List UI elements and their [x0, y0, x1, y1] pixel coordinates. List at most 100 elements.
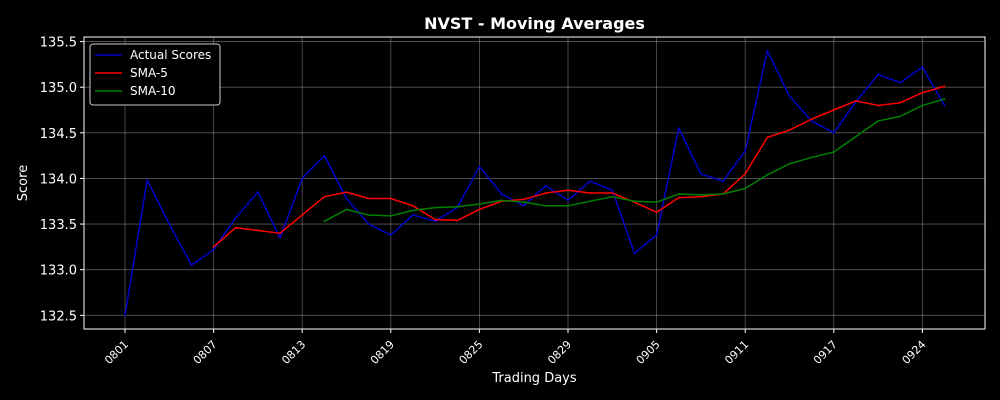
data-point [544, 184, 547, 187]
data-point [589, 192, 592, 194]
data-point [190, 264, 193, 267]
data-point [279, 232, 281, 235]
data-point [434, 218, 436, 221]
data-point [389, 234, 392, 236]
data-point [522, 198, 525, 201]
data-point [257, 191, 259, 194]
data-point [434, 220, 436, 223]
data-point [367, 214, 370, 216]
data-point [567, 189, 569, 192]
data-point [212, 248, 215, 251]
data-point [877, 73, 879, 76]
data-point [323, 220, 326, 223]
data-point [877, 120, 879, 122]
grid [84, 37, 985, 329]
data-point [788, 95, 791, 98]
data-point [500, 193, 503, 195]
data-point [412, 204, 414, 207]
legend-entry: SMA-5 [130, 66, 168, 80]
data-point [611, 192, 614, 194]
data-point [168, 223, 171, 225]
data-point [899, 81, 902, 84]
data-point [655, 211, 658, 214]
data-point [855, 99, 857, 102]
legend-box [89, 43, 221, 106]
data-point [633, 252, 636, 255]
data-point [943, 85, 946, 88]
data-point [345, 208, 348, 211]
series-line [213, 85, 945, 248]
data-point [722, 193, 724, 195]
data-point [234, 216, 237, 219]
data-point [810, 120, 813, 122]
data-point [478, 203, 481, 205]
data-point [301, 214, 304, 216]
data-point [478, 165, 481, 168]
legend-entry: SMA-10 [130, 84, 176, 98]
data-point [279, 236, 281, 239]
data-point [633, 200, 636, 203]
data-point [899, 101, 902, 104]
data-point [124, 314, 126, 317]
y-tick-label: 135.0 [40, 81, 77, 96]
data-point [611, 195, 614, 198]
y-axis: 132.5 133.0 133.5 134.0 134.5 135.0 135.5 [40, 36, 84, 324]
data-point [700, 193, 702, 196]
series-1 [212, 85, 946, 248]
data-point [766, 173, 769, 176]
x-axis-label: Trading Days [491, 371, 576, 386]
data-point [810, 118, 813, 121]
data-point [921, 104, 924, 107]
data-point [544, 192, 547, 194]
data-point [877, 104, 879, 107]
data-point [744, 187, 747, 190]
chart-title: NVST - Moving Averages [424, 14, 645, 33]
series-2 [323, 98, 946, 223]
y-tick-label: 133.0 [40, 264, 77, 279]
data-point [589, 180, 592, 183]
data-point [323, 154, 326, 157]
data-point [434, 206, 436, 209]
data-point [589, 200, 592, 203]
data-point [345, 197, 348, 200]
y-tick-label: 135.5 [40, 36, 77, 51]
data-point [700, 195, 702, 198]
data-point [810, 156, 813, 159]
data-point [323, 195, 326, 198]
data-point [766, 136, 769, 139]
y-axis-label: Score [16, 165, 31, 201]
data-point [744, 150, 747, 152]
data-point [389, 197, 392, 200]
legend-entry: Actual Scores [130, 48, 211, 62]
data-point [921, 91, 924, 94]
data-point [345, 191, 348, 194]
data-point [788, 162, 791, 165]
data-point [943, 104, 946, 107]
data-point [567, 199, 569, 202]
y-tick-label: 134.0 [40, 172, 77, 187]
data-point [700, 172, 702, 175]
data-point [367, 197, 370, 200]
data-point [456, 219, 459, 222]
data-point [544, 204, 547, 207]
data-point [677, 127, 680, 130]
data-point [456, 205, 459, 208]
data-point [677, 196, 680, 199]
data-point [522, 201, 525, 204]
series-lines [124, 49, 946, 317]
data-point [832, 109, 835, 111]
data-point [744, 172, 747, 175]
data-point [611, 189, 614, 192]
data-point [655, 201, 658, 204]
data-point [478, 208, 481, 211]
data-point [766, 49, 769, 52]
data-point [500, 199, 503, 202]
data-point [943, 98, 946, 100]
data-point [921, 66, 924, 69]
data-point [389, 214, 392, 217]
data-point [412, 209, 414, 212]
data-point [855, 135, 857, 138]
data-point [212, 245, 215, 248]
legend: Actual Scores SMA-5 SMA-10 [89, 43, 221, 106]
